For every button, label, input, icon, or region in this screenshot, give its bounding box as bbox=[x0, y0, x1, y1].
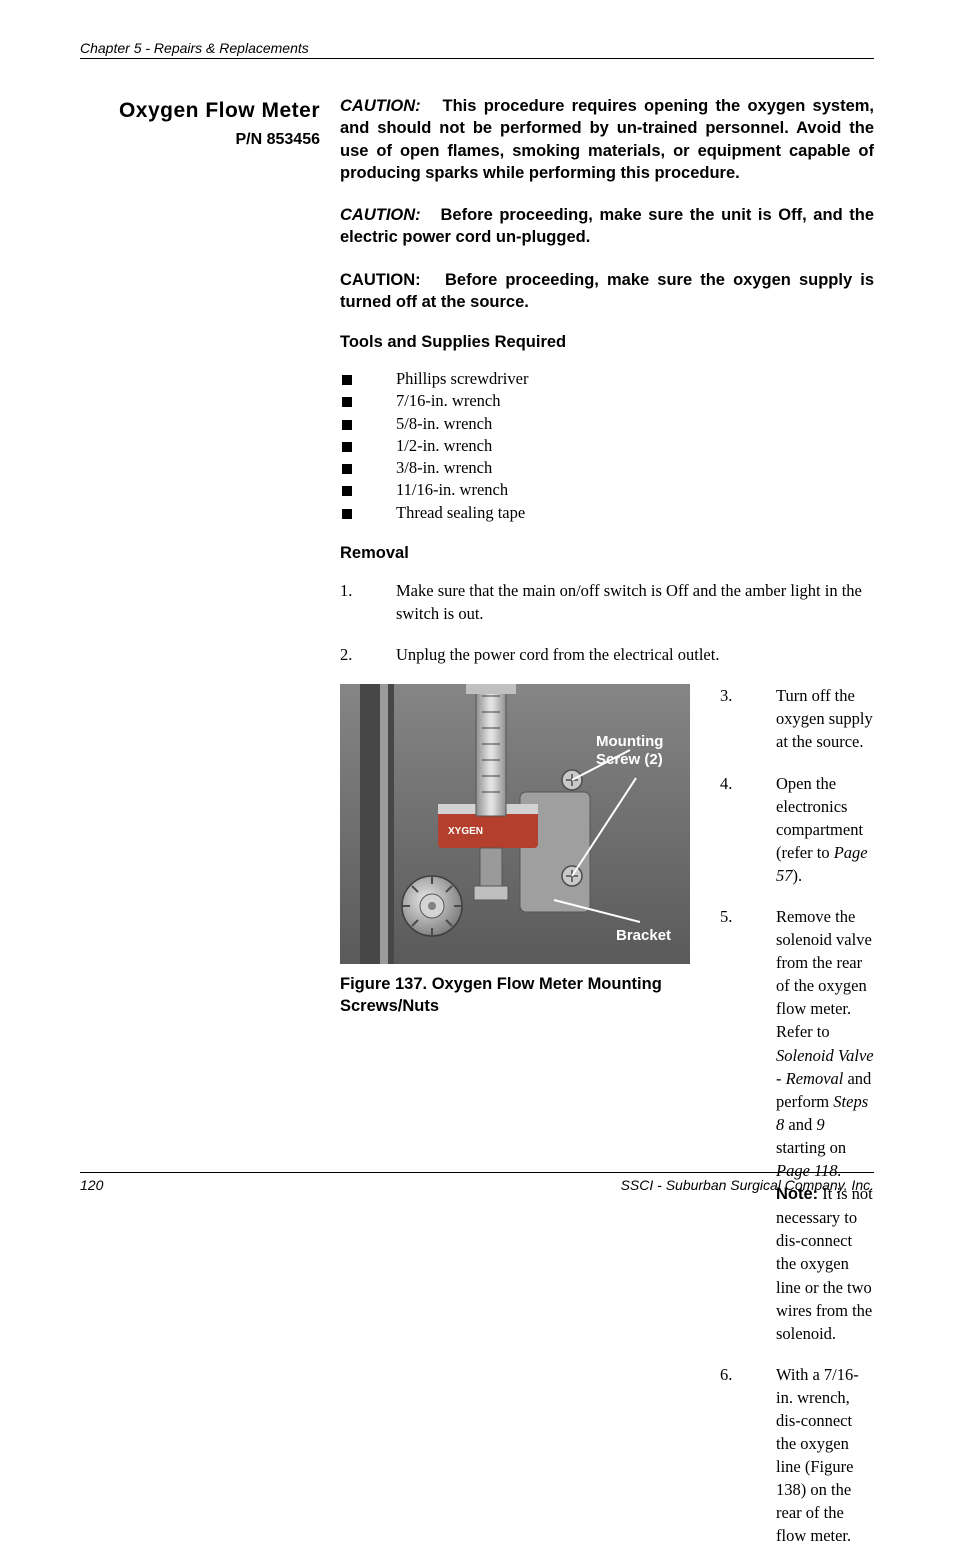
square-bullet-icon bbox=[342, 397, 352, 407]
square-bullet-icon bbox=[342, 442, 352, 452]
step-number: 5. bbox=[720, 905, 776, 928]
step-row: 5. Remove the solenoid valve from the re… bbox=[720, 905, 874, 1345]
square-bullet-icon bbox=[342, 464, 352, 474]
step-text: Unplug the power cord from the electrica… bbox=[396, 643, 874, 666]
square-bullet-icon bbox=[342, 509, 352, 519]
svg-text:XYGEN: XYGEN bbox=[448, 826, 483, 837]
step-text-seg: Remove the solenoid valve from the rear … bbox=[776, 907, 872, 1041]
list-item: Phillips screwdriver bbox=[340, 368, 874, 390]
caution-label: CAUTION: bbox=[340, 206, 421, 224]
figure-caption: Figure 137. Oxygen Flow Meter Mounting S… bbox=[340, 974, 690, 1017]
step-text: Turn off the oxygen supply at the source… bbox=[776, 684, 874, 753]
tools-heading: Tools and Supplies Required bbox=[340, 333, 874, 352]
square-bullet-icon bbox=[342, 486, 352, 496]
main-two-column: Oxygen Flow Meter P/N 853456 CAUTION: Th… bbox=[80, 95, 874, 1566]
step-number: 1. bbox=[340, 579, 396, 602]
caution-3: CAUTION: Before proceeding, make sure th… bbox=[340, 269, 874, 314]
step-row: 6. With a 7/16-in. wrench, dis-connect t… bbox=[720, 1363, 874, 1548]
tool-text: 5/8-in. wrench bbox=[396, 413, 492, 435]
figure-label-mounting-2: Screw (2) bbox=[596, 751, 663, 768]
step-text-seg: It is not necessary to dis-connect the o… bbox=[776, 1184, 873, 1343]
page-number: 120 bbox=[80, 1177, 103, 1193]
caution-text bbox=[428, 97, 443, 115]
tool-text: 1/2-in. wrench bbox=[396, 435, 492, 457]
caution-1: CAUTION: This procedure requires opening… bbox=[340, 95, 874, 184]
caution-text bbox=[427, 206, 440, 224]
caution-text bbox=[429, 271, 445, 289]
caution-label-plain: CAUTION: bbox=[340, 271, 421, 289]
step-number: 3. bbox=[720, 684, 776, 707]
step-text: Make sure that the main on/off switch is… bbox=[396, 579, 874, 625]
caution-text-body: Before proceeding, make sure the oxygen … bbox=[340, 271, 874, 311]
page-footer: 120 SSCI - Suburban Surgical Company, In… bbox=[80, 1172, 874, 1193]
step-row: 1. Make sure that the main on/off switch… bbox=[340, 579, 874, 625]
tool-text: 3/8-in. wrench bbox=[396, 457, 492, 479]
step-row: 2. Unplug the power cord from the electr… bbox=[340, 643, 874, 666]
step-text-italic: 9 bbox=[816, 1115, 824, 1134]
step-number: 6. bbox=[720, 1363, 776, 1386]
list-item: 1/2-in. wrench bbox=[340, 435, 874, 457]
step-row: 3. Turn off the oxygen supply at the sou… bbox=[720, 684, 874, 753]
lower-wrap: XYGEN Mounting Screw (2) Bracket Figure … bbox=[340, 684, 874, 1565]
step-text-seg: and bbox=[784, 1115, 816, 1134]
step-text: Remove the solenoid valve from the rear … bbox=[776, 905, 874, 1345]
figure-label-bracket: Bracket bbox=[616, 927, 671, 944]
tool-text: Thread sealing tape bbox=[396, 502, 525, 524]
footer-company: SSCI - Suburban Surgical Company, Inc. bbox=[621, 1177, 874, 1193]
square-bullet-icon bbox=[342, 420, 352, 430]
step-row: 4. Open the electronics compartment (ref… bbox=[720, 772, 874, 887]
list-item: 7/16-in. wrench bbox=[340, 390, 874, 412]
part-number: P/N 853456 bbox=[80, 131, 320, 149]
caution-text-body: This procedure requires opening the oxyg… bbox=[340, 97, 874, 182]
caution-text-body: Before proceeding, make sure the unit is… bbox=[340, 206, 874, 246]
square-bullet-icon bbox=[342, 375, 352, 385]
chapter-header: Chapter 5 - Repairs & Replacements bbox=[80, 40, 874, 59]
tool-text: 7/16-in. wrench bbox=[396, 390, 500, 412]
caution-2: CAUTION: Before proceeding, make sure th… bbox=[340, 204, 874, 249]
removal-heading: Removal bbox=[340, 544, 874, 563]
caution-label: CAUTION: bbox=[340, 97, 421, 115]
tools-list: Phillips screwdriver 7/16-in. wrench 5/8… bbox=[340, 368, 874, 524]
figure-column: XYGEN Mounting Screw (2) Bracket Figure … bbox=[340, 684, 720, 1017]
list-item: Thread sealing tape bbox=[340, 502, 874, 524]
step-number: 2. bbox=[340, 643, 396, 666]
step-text-seg: ). bbox=[793, 866, 803, 885]
step-text-seg: starting on bbox=[776, 1138, 846, 1157]
list-item: 11/16-in. wrench bbox=[340, 479, 874, 501]
left-column: Oxygen Flow Meter P/N 853456 bbox=[80, 95, 340, 149]
step-text: With a 7/16-in. wrench, dis-connect the … bbox=[776, 1363, 874, 1548]
step-text: Open the electronics compartment (refer … bbox=[776, 772, 874, 887]
section-title: Oxygen Flow Meter bbox=[80, 97, 320, 125]
figure-label-mounting-1: Mounting bbox=[596, 733, 663, 750]
step-number: 4. bbox=[720, 772, 776, 795]
figure-image: XYGEN Mounting Screw (2) Bracket bbox=[340, 684, 690, 964]
tool-text: 11/16-in. wrench bbox=[396, 479, 508, 501]
tool-text: Phillips screwdriver bbox=[396, 368, 528, 390]
list-item: 5/8-in. wrench bbox=[340, 413, 874, 435]
steps-right-column: 3. Turn off the oxygen supply at the sou… bbox=[720, 684, 874, 1565]
right-column: CAUTION: This procedure requires opening… bbox=[340, 95, 874, 1566]
list-item: 3/8-in. wrench bbox=[340, 457, 874, 479]
